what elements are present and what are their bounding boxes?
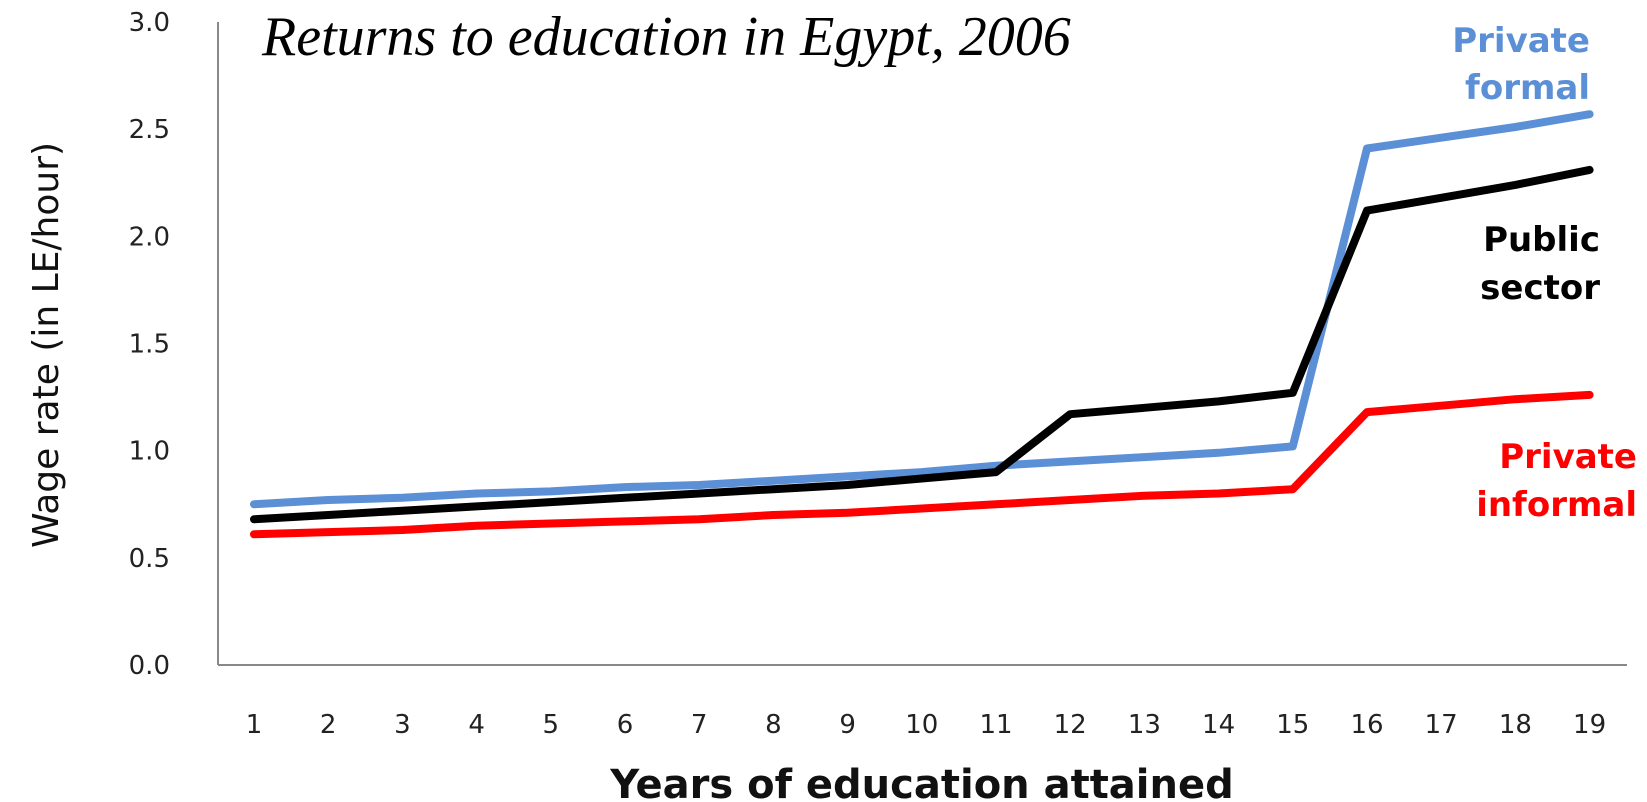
x-tick-label: 14 bbox=[1202, 710, 1235, 740]
y-tick-label: 2.0 bbox=[129, 222, 170, 252]
x-tick-label: 3 bbox=[394, 710, 411, 740]
x-tick-label: 12 bbox=[1054, 710, 1087, 740]
y-tick-label: 3.0 bbox=[129, 8, 170, 38]
x-tick-label: 1 bbox=[246, 710, 263, 740]
y-tick-label: 1.0 bbox=[129, 437, 170, 467]
series-label: formal bbox=[1465, 68, 1590, 108]
series-label: Public bbox=[1483, 220, 1600, 260]
series-line-public-sector bbox=[250, 165, 1594, 524]
x-axis-label: Years of education attained bbox=[609, 762, 1234, 802]
series-label: sector bbox=[1480, 268, 1600, 308]
series-labels: Private formal Public sector Private informal bbox=[1452, 21, 1637, 525]
x-tick-labels: 1 2 3 4 5 6 7 8 9 10 11 12 13 14 15 16 17 18 19 bbox=[246, 710, 1606, 740]
x-tick-label: 17 bbox=[1425, 710, 1458, 740]
x-tick-label: 8 bbox=[765, 710, 782, 740]
series-line-private-formal bbox=[250, 110, 1594, 509]
x-tick-label: 11 bbox=[979, 710, 1012, 740]
x-tick-label: 16 bbox=[1350, 710, 1383, 740]
chart-title: Returns to education in Egypt, 2006 bbox=[261, 6, 1071, 68]
x-tick-label: 7 bbox=[691, 710, 708, 740]
y-tick-label: 0.5 bbox=[129, 544, 170, 574]
y-tick-label: 2.5 bbox=[129, 115, 170, 145]
series-line-private-informal bbox=[250, 390, 1594, 539]
series-lines bbox=[250, 110, 1594, 539]
x-tick-label: 2 bbox=[320, 710, 337, 740]
y-tick-label: 0.0 bbox=[129, 651, 170, 681]
y-axis-label: Wage rate (in LE/hour) bbox=[26, 142, 67, 548]
x-tick-label: 9 bbox=[839, 710, 856, 740]
y-tick-label: 1.5 bbox=[129, 330, 170, 360]
x-tick-label: 19 bbox=[1573, 710, 1606, 740]
series-label: informal bbox=[1476, 485, 1637, 525]
x-tick-label: 5 bbox=[543, 710, 560, 740]
x-tick-label: 18 bbox=[1499, 710, 1532, 740]
x-tick-label: 4 bbox=[468, 710, 485, 740]
x-tick-label: 6 bbox=[617, 710, 634, 740]
x-tick-label: 15 bbox=[1276, 710, 1309, 740]
series-label: Private bbox=[1499, 437, 1637, 477]
x-tick-label: 10 bbox=[905, 710, 938, 740]
series-label: Private bbox=[1452, 21, 1590, 61]
x-tick-label: 13 bbox=[1128, 710, 1161, 740]
y-tick-labels: 0.0 0.5 1.0 1.5 2.0 2.5 3.0 bbox=[129, 8, 170, 681]
